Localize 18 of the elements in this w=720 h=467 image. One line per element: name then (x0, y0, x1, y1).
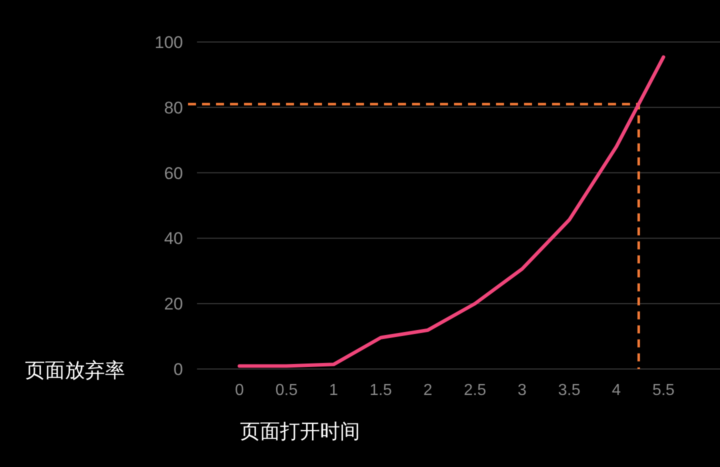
y-tick-label: 0 (174, 360, 183, 379)
y-tick-label: 100 (154, 33, 183, 52)
y-tick-label: 80 (164, 98, 183, 118)
x-axis-title: 页面打开时间 (240, 421, 360, 443)
y-axis-title: 页面放弃率 (25, 359, 125, 382)
x-tick-label: 2.5 (464, 382, 486, 399)
x-tick-label: 3.5 (558, 382, 580, 399)
y-tick-label: 20 (164, 294, 183, 314)
x-tick-label: 4 (612, 382, 621, 399)
x-tick-label: 0 (234, 382, 244, 399)
x-tick-label: 0.5 (275, 382, 298, 399)
y-tick-label: 60 (164, 164, 183, 183)
x-tick-label: 2 (423, 382, 432, 399)
x-tick-label: 5.5 (652, 382, 675, 399)
x-tick-label: 1 (329, 382, 338, 399)
x-tick-label: 3 (518, 382, 527, 399)
x-tick-label: 1.5 (370, 382, 392, 399)
y-tick-label: 40 (164, 229, 183, 248)
